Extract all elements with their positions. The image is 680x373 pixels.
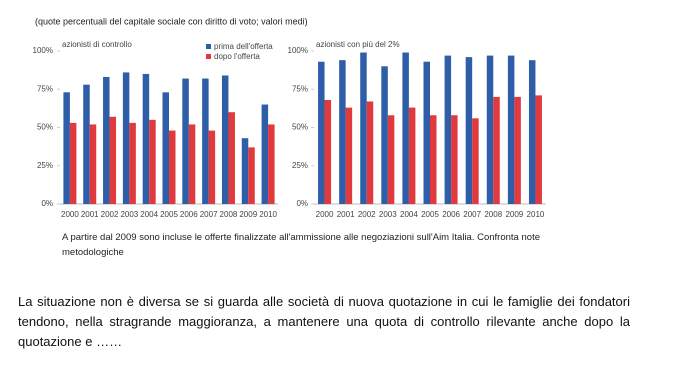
y-tick-label: 0%: [296, 199, 308, 208]
x-tick-label: 2007: [200, 210, 218, 219]
x-tick-label: 2002: [101, 210, 119, 219]
bar: [339, 60, 346, 205]
x-tick-label: 2010: [527, 210, 545, 219]
bar: [221, 75, 229, 204]
bar: [202, 78, 209, 204]
y-tick-label: 25%: [292, 161, 308, 170]
bar: [528, 60, 536, 205]
bar: [182, 78, 189, 204]
bar: [402, 52, 409, 204]
bar: [208, 130, 216, 204]
bar: [444, 55, 452, 205]
bar: [360, 52, 367, 204]
bar: [149, 119, 156, 204]
bar: [268, 124, 275, 204]
chart-title: azionisti con più del 2%: [316, 40, 400, 49]
bar: [188, 124, 196, 204]
legend-label: dopo l'offerta: [214, 52, 260, 61]
x-tick-label: 2001: [81, 210, 99, 219]
y-tick-label: 100%: [288, 46, 308, 55]
bar: [248, 147, 255, 204]
bar: [366, 101, 374, 204]
x-tick-label: 2004: [140, 210, 158, 219]
bar: [514, 96, 521, 204]
legend-swatch: [206, 44, 211, 49]
x-tick-label: 2009: [505, 210, 523, 219]
y-tick-label: 50%: [37, 123, 53, 132]
bar: [465, 57, 473, 205]
header: (quote percentuali del capitale sociale …: [35, 16, 308, 26]
bar: [228, 112, 235, 204]
bar: [430, 115, 437, 204]
bar: [535, 95, 542, 204]
bar: [507, 55, 515, 205]
bar: [318, 61, 325, 205]
bar: [408, 107, 416, 204]
x-tick-label: 2003: [120, 210, 138, 219]
x-tick-label: 2010: [259, 210, 277, 219]
bar: [83, 84, 90, 204]
x-tick-label: 2008: [484, 210, 502, 219]
x-tick-label: 2007: [463, 210, 481, 219]
bar: [103, 77, 110, 204]
x-tick-label: 2006: [180, 210, 198, 219]
legend-label: prima dell'offerta: [214, 42, 273, 51]
bar: [486, 55, 494, 205]
y-tick-label: 75%: [292, 84, 308, 93]
bar: [89, 124, 97, 204]
x-tick-label: 2008: [220, 210, 238, 219]
bar: [142, 73, 150, 204]
bar: [169, 130, 176, 204]
x-tick-label: 2006: [442, 210, 460, 219]
y-tick-label: 0%: [41, 199, 53, 208]
y-tick-label: 75%: [37, 84, 53, 93]
x-tick-label: 2000: [316, 210, 334, 219]
x-tick-label: 2000: [61, 210, 79, 219]
bar: [387, 115, 395, 204]
bar: [63, 92, 70, 204]
x-tick-label: 2003: [379, 210, 397, 219]
bar: [162, 92, 169, 204]
chart-title: azionisti di controllo: [62, 40, 132, 49]
y-tick-label: 50%: [292, 123, 308, 132]
bar: [472, 118, 479, 204]
bar: [324, 99, 332, 204]
bar: [109, 116, 117, 204]
bar: [129, 122, 136, 204]
bar: [241, 138, 249, 204]
x-tick-label: 2001: [337, 210, 355, 219]
x-tick-label: 2009: [239, 210, 257, 219]
bar: [423, 61, 430, 205]
x-tick-label: 2005: [421, 210, 439, 219]
x-tick-label: 2002: [358, 210, 376, 219]
bar: [261, 104, 269, 204]
y-tick-label: 100%: [33, 46, 53, 55]
y-tick-label: 25%: [37, 161, 53, 170]
x-tick-label: 2005: [160, 210, 178, 219]
bar: [122, 72, 130, 204]
note: A partire dal 2009 sono incluse le offer…: [62, 232, 540, 258]
bar: [381, 66, 388, 204]
bar: [345, 107, 353, 204]
bar: [451, 115, 458, 204]
legend-swatch: [206, 54, 211, 59]
paragraph: La situazione non è diversa se si guarda…: [18, 294, 630, 349]
bar: [69, 122, 77, 204]
x-tick-label: 2004: [400, 210, 418, 219]
bar: [493, 96, 500, 204]
